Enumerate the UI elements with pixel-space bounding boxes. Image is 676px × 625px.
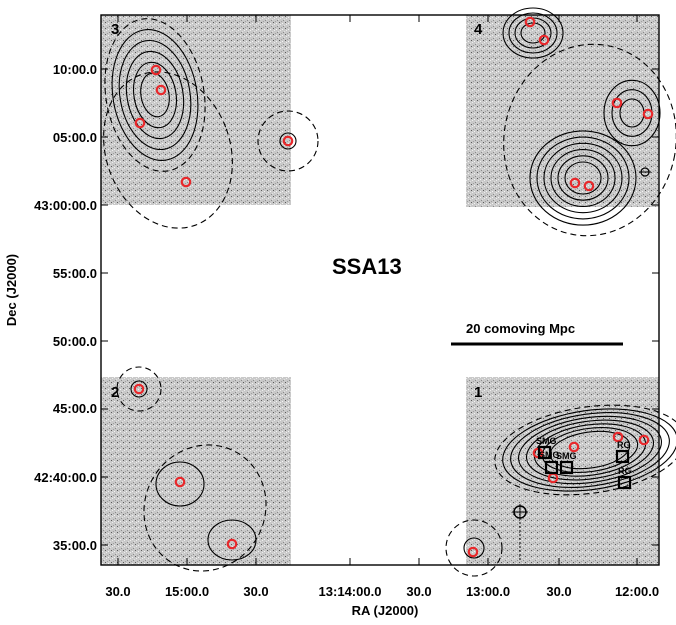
star-mark — [639, 167, 651, 177]
source-marker — [569, 177, 581, 189]
contour — [103, 71, 233, 229]
source-box — [537, 445, 552, 460]
field-label-3: 3 — [111, 21, 119, 38]
source-tag-rg-2: RG — [618, 466, 632, 476]
contour — [116, 366, 162, 412]
source-marker — [467, 546, 479, 558]
source-box — [544, 460, 559, 475]
source-marker — [583, 180, 595, 192]
chart-title: SSA13 — [332, 254, 402, 279]
contour — [520, 22, 546, 44]
contour — [510, 412, 670, 488]
field-label-1: 1 — [474, 384, 482, 401]
contour — [155, 461, 205, 507]
contour — [533, 423, 647, 477]
x-tick-label: 13:14:00.0 — [319, 584, 382, 599]
contour — [118, 39, 192, 151]
contour — [543, 142, 623, 214]
x-tick-label: 30.0 — [406, 584, 431, 599]
contour — [550, 149, 616, 207]
contour — [257, 110, 319, 172]
contour — [140, 72, 170, 118]
source-marker — [226, 538, 238, 550]
source-markers — [133, 16, 654, 558]
y-axis-title: Dec (J2000) — [4, 254, 19, 326]
source-marker — [282, 135, 294, 147]
source-tag-smg-3: SMG — [556, 451, 577, 461]
source-marker — [133, 383, 145, 395]
source-marker — [180, 176, 192, 188]
source-box — [559, 460, 574, 475]
contour — [502, 7, 564, 59]
contour — [279, 132, 297, 150]
contour — [557, 155, 609, 201]
y-tick-label: 10:00.0 — [53, 62, 97, 77]
x-axis-title: RA (J2000) — [352, 603, 419, 618]
smg-rg-markers — [537, 445, 632, 490]
axis-ticks — [101, 15, 659, 565]
x-tick-label: 15:00.0 — [165, 584, 209, 599]
x-tick-label: 13:00.0 — [466, 584, 510, 599]
contour — [130, 380, 148, 398]
bright-star-mark — [512, 504, 528, 562]
y-tick-label: 45:00.0 — [53, 401, 97, 416]
source-marker — [638, 434, 650, 446]
plot-frame — [100, 14, 660, 566]
source-marker — [642, 108, 654, 120]
source-marker — [134, 117, 146, 129]
contour — [502, 408, 676, 492]
y-tick-label: 42:40:00.0 — [34, 470, 97, 485]
source-tag-smg-2: SMG — [539, 450, 560, 460]
contour — [111, 29, 199, 161]
source-box — [615, 449, 630, 464]
contour — [143, 444, 267, 572]
x-axis: 30.0 15:00.0 30.0 13:14:00.0 30.0 13:00.… — [105, 584, 659, 618]
contour — [564, 161, 602, 195]
contour — [525, 419, 655, 481]
source-marker — [538, 34, 550, 46]
contour — [518, 415, 662, 485]
x-tick-label: 30.0 — [105, 584, 130, 599]
source-marker — [568, 441, 580, 453]
contour — [529, 130, 637, 226]
contour — [603, 79, 661, 147]
density-contours — [103, 7, 676, 577]
contour — [445, 519, 503, 577]
x-tick-label: 30.0 — [243, 584, 268, 599]
image-tile-2 — [466, 15, 659, 207]
contour — [463, 537, 485, 559]
source-box — [617, 475, 632, 490]
y-tick-label: 05:00.0 — [53, 130, 97, 145]
image-tile-3 — [101, 377, 291, 565]
contour — [503, 43, 676, 237]
x-tick-label: 30.0 — [546, 584, 571, 599]
source-marker — [155, 84, 167, 96]
y-tick-label: 50:00.0 — [53, 334, 97, 349]
source-marker — [524, 16, 536, 28]
source-marker — [174, 476, 186, 488]
y-axis: 10:00.0 05:00.0 43:00:00.0 55:00.0 50:00… — [4, 62, 97, 553]
x-tick-label: 12:00.0 — [615, 584, 659, 599]
source-marker — [612, 431, 624, 443]
y-tick-label: 43:00:00.0 — [34, 198, 97, 213]
contour — [132, 61, 178, 129]
contour — [508, 12, 558, 54]
source-tag-smg-1: SMG — [536, 436, 557, 446]
y-tick-label: 55:00.0 — [53, 266, 97, 281]
field-label-4: 4 — [474, 21, 483, 38]
contour — [125, 50, 185, 140]
source-tag-rg-1: RG — [617, 440, 631, 450]
contour — [536, 136, 630, 220]
contour — [104, 18, 206, 172]
contour — [541, 427, 639, 473]
source-marker — [611, 97, 623, 109]
source-marker — [150, 64, 162, 76]
field-label-2: 2 — [111, 384, 119, 401]
contour — [494, 404, 676, 496]
y-tick-label: 35:00.0 — [53, 538, 97, 553]
scale-bar-label: 20 comoving Mpc — [466, 321, 575, 336]
